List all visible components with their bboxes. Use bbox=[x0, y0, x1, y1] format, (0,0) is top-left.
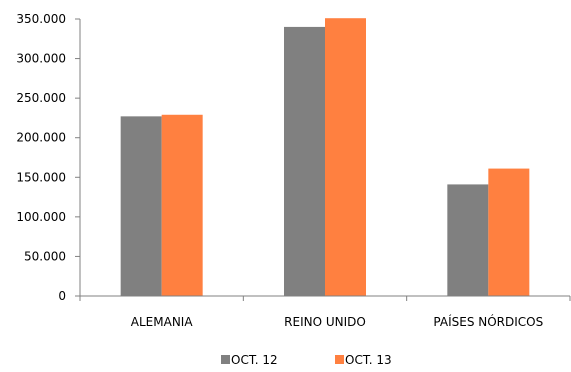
legend-label: OCT. 12 bbox=[231, 353, 278, 367]
x-category-label: PAÍSES NÓRDICOS bbox=[433, 314, 543, 329]
bar-oct-12 bbox=[120, 116, 162, 297]
y-tick-label: 200.000 bbox=[16, 131, 66, 145]
bar-oct-13 bbox=[325, 18, 366, 297]
legend-swatch bbox=[221, 355, 230, 364]
y-tick-label: 150.000 bbox=[16, 170, 66, 184]
bar-oct-12 bbox=[447, 184, 489, 296]
y-tick-label: 0 bbox=[58, 289, 66, 303]
x-category-label: REINO UNIDO bbox=[284, 315, 366, 329]
legend-swatch bbox=[335, 355, 344, 364]
bar-oct-13 bbox=[161, 114, 203, 297]
y-tick-label: 250.000 bbox=[16, 91, 66, 105]
y-tick-label: 100.000 bbox=[16, 210, 66, 224]
bar-oct-12 bbox=[284, 26, 325, 297]
y-axis-tick-labels: 0 50.000 100.000 150.000 200.000 250.000 300.0… bbox=[16, 12, 66, 303]
bar-oct-13 bbox=[488, 168, 530, 296]
x-category-label: ALEMANIA bbox=[131, 315, 194, 329]
y-tick-label: 300.000 bbox=[16, 52, 66, 66]
y-tick-label: 50.000 bbox=[24, 249, 66, 263]
y-axis-ticks bbox=[75, 18, 80, 297]
x-axis-ticks bbox=[79, 296, 571, 301]
y-tick-label: 350.000 bbox=[16, 12, 66, 26]
legend: OCT. 12 OCT. 13 bbox=[221, 353, 392, 367]
x-axis-category-labels: ALEMANIA REINO UNIDO PAÍSES NÓRDICOS bbox=[131, 314, 543, 329]
legend-label: OCT. 13 bbox=[345, 353, 392, 367]
bars bbox=[120, 18, 530, 297]
